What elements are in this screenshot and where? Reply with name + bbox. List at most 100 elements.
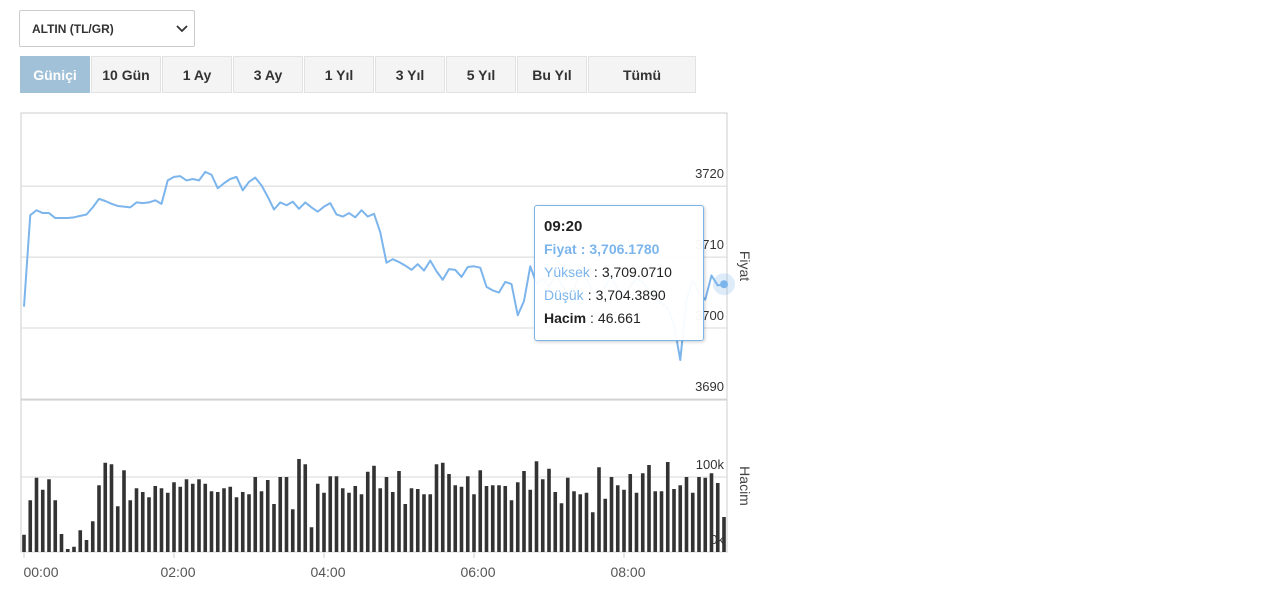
volume-bar [659, 491, 664, 552]
volume-bar [65, 549, 70, 552]
volume-bar [215, 492, 220, 552]
volume-bar [322, 492, 326, 552]
tooltip-row: Hacim:46.661 [544, 307, 694, 330]
x-tick-label: 02:00 [160, 564, 195, 580]
range-button[interactable]: Bu Yıl [517, 56, 587, 93]
volume-bar [40, 489, 45, 552]
chevron [176, 25, 188, 33]
volume-bar [284, 477, 289, 552]
volume-bar [447, 474, 451, 552]
tooltip-row: Düşük:3,704.3890 [544, 284, 694, 307]
volume-bar [315, 483, 320, 552]
volume-bar [709, 473, 714, 552]
volume-bar [353, 486, 358, 552]
volume-bar [378, 488, 383, 552]
volume-bar [647, 465, 651, 552]
instrument-select[interactable]: ALTIN (TL/GR) [19, 10, 195, 47]
tooltip-label: Düşük [544, 287, 584, 303]
volume-bar [190, 483, 195, 552]
volume-bar [109, 464, 114, 552]
volume-bar [515, 482, 520, 552]
volume-bar [197, 479, 201, 552]
volume-bar [128, 500, 133, 552]
volume-bar [540, 479, 545, 552]
volume-bar [240, 492, 245, 552]
tooltip-label: Hacim [544, 310, 587, 326]
volume-bar [209, 491, 214, 552]
volume-bar [90, 521, 95, 552]
volume-bar [278, 477, 283, 552]
select-label: ALTIN (TL/GR) [32, 22, 114, 36]
volume-bar [234, 497, 239, 552]
volume-bar [534, 461, 539, 552]
volume-bar [297, 459, 301, 552]
x-tick-label: 08:00 [610, 564, 645, 580]
volume-bar [22, 534, 26, 552]
volume-bar [497, 485, 501, 552]
volume-bar [690, 492, 695, 552]
volume-bar [509, 500, 514, 552]
tooltip-row: Fiyat:3,706.1780 [544, 238, 694, 261]
volume-bar [409, 488, 414, 552]
x-tick-label: 06:00 [460, 564, 495, 580]
volume-bar [290, 509, 295, 552]
tooltip-value: 46.661 [597, 310, 641, 326]
volume-bar [640, 473, 645, 552]
volume-bar [653, 491, 658, 552]
volume-bar [547, 468, 551, 552]
y-tick-label: 3720 [695, 166, 724, 181]
volume-bar [465, 476, 470, 552]
volume-bar [553, 492, 558, 552]
volume-bar [97, 485, 101, 552]
volume-bar [584, 492, 589, 552]
range-button[interactable]: 1 Yıl [304, 56, 374, 93]
volume-bar [684, 477, 689, 552]
range-button[interactable]: Tümü [588, 56, 696, 93]
y-axis-title: Fiyat [737, 251, 753, 281]
tooltip-separator: : [590, 310, 594, 326]
tooltip-row: Yüksek:3,709.0710 [544, 261, 694, 284]
volume-bar [159, 488, 164, 552]
volume-bar [665, 462, 670, 552]
y-tick-label: 100k [696, 457, 725, 472]
volume-bar [272, 504, 276, 552]
volume-bar [490, 485, 495, 552]
volume-bar [722, 517, 726, 552]
volume-bar [203, 483, 208, 552]
volume-bar [153, 486, 158, 552]
volume-bar [384, 477, 389, 552]
volume-bar [72, 546, 76, 552]
tooltip-value: 3,704.3890 [595, 287, 666, 303]
volume-bar [184, 479, 189, 552]
volume-bar [522, 471, 526, 552]
volume-bar [459, 486, 464, 552]
volume-bar [134, 488, 139, 552]
range-button[interactable]: 3 Ay [233, 56, 303, 93]
tooltip-separator: : [587, 287, 592, 303]
volume-bar [484, 486, 489, 552]
y-axis-title: Hacim [737, 466, 753, 506]
volume-bar [365, 471, 370, 552]
volume-bar [303, 464, 308, 552]
chart: 3690370037103720Fiyat0k100kHacim00:0002:… [20, 112, 753, 580]
tooltip-label: Fiyat [544, 241, 577, 257]
x-tick-label: 04:00 [310, 564, 345, 580]
volume-bar [559, 503, 564, 552]
volume-bar [59, 534, 64, 552]
volume-bar [440, 462, 445, 552]
volume-bar [53, 500, 58, 552]
volume-bar [397, 471, 401, 552]
volume-bar [715, 483, 720, 552]
range-button[interactable]: 10 Gün [91, 56, 161, 93]
volume-bar [634, 492, 639, 552]
volume-bar [122, 470, 126, 552]
volume-bar [259, 491, 264, 552]
volume-bar [84, 540, 89, 552]
volume-bar [28, 500, 33, 552]
tooltip-separator: : [580, 241, 586, 257]
range-button[interactable]: 3 Yıl [375, 56, 445, 93]
range-button[interactable]: Güniçi [20, 56, 90, 93]
range-button[interactable]: 1 Ay [162, 56, 232, 93]
range-button[interactable]: 5 Yıl [446, 56, 516, 93]
volume-bar [228, 486, 233, 552]
